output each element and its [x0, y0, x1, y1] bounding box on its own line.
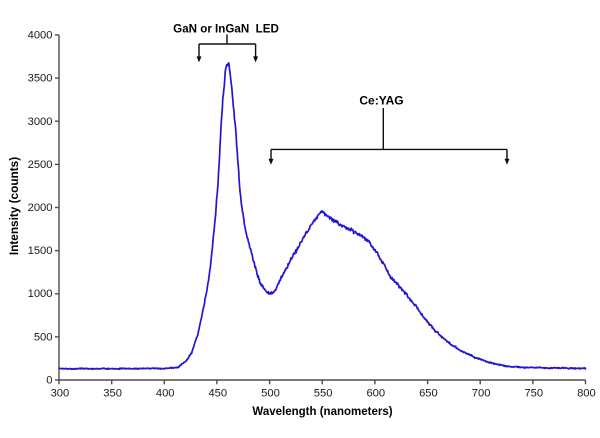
svg-text:GaN or InGaN LED: GaN or InGaN LED: [173, 23, 279, 36]
svg-text:650: 650: [419, 388, 438, 400]
svg-text:500: 500: [261, 388, 280, 400]
svg-text:Wavelength (nanometers): Wavelength (nanometers): [252, 406, 392, 418]
svg-text:3000: 3000: [28, 116, 53, 128]
svg-text:400: 400: [156, 388, 175, 400]
svg-text:Intensity (counts): Intensity (counts): [7, 157, 21, 255]
svg-text:0: 0: [46, 375, 52, 387]
svg-text:2500: 2500: [28, 159, 53, 171]
svg-text:3500: 3500: [28, 73, 53, 85]
svg-text:2000: 2000: [28, 202, 53, 214]
svg-text:Ce:YAG: Ce:YAG: [359, 94, 403, 108]
svg-text:550: 550: [314, 388, 333, 400]
svg-text:750: 750: [524, 388, 543, 400]
svg-text:500: 500: [34, 331, 53, 343]
svg-text:1500: 1500: [28, 245, 53, 257]
svg-text:450: 450: [208, 388, 227, 400]
svg-text:4000: 4000: [28, 30, 53, 42]
svg-text:700: 700: [472, 388, 491, 400]
svg-text:600: 600: [366, 388, 385, 400]
svg-text:300: 300: [51, 388, 70, 400]
svg-text:1000: 1000: [28, 288, 53, 300]
svg-text:800: 800: [577, 388, 596, 400]
svg-text:350: 350: [103, 388, 122, 400]
